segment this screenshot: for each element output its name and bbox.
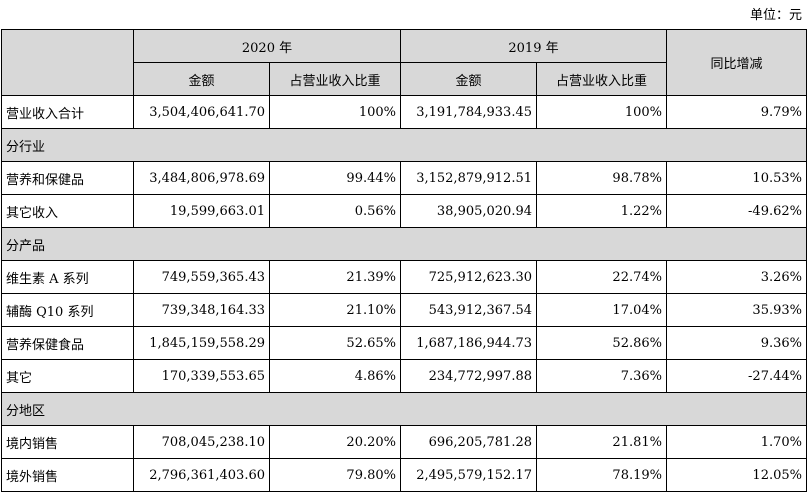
section-label: 分地区 — [1, 392, 807, 426]
amount-2020-cell: 749,559,365.43 — [133, 260, 270, 294]
amount-2019-cell: 3,152,879,912.51 — [400, 161, 537, 195]
amount-2019-cell: 543,912,367.54 — [400, 293, 537, 327]
ratio-2020-cell: 99.44% — [269, 161, 401, 195]
amount-2020-cell: 708,045,238.10 — [133, 425, 270, 459]
amount-2020-cell: 1,845,159,558.29 — [133, 326, 270, 360]
table-row: 其它 170,339,553.65 4.86% 234,772,997.88 7.36%… — [1, 359, 807, 393]
row-label: 营养保健食品 — [1, 326, 134, 360]
row-label: 其它收入 — [1, 194, 134, 228]
ratio-2020-cell: 21.39% — [269, 260, 401, 294]
unit-label: 单位：元 — [749, 8, 802, 23]
amount-2020-cell: 3,484,806,978.69 — [133, 161, 270, 195]
table-row: 营养和保健品 3,484,806,978.69 99.44% 3,152,879,91… — [1, 161, 807, 195]
amount-2020-cell: 739,348,164.33 — [133, 293, 270, 327]
revenue-table-body: 2020 年 2019 年 同比增减 金额 占营业收入比重 金额 占营业收入比重… — [1, 29, 807, 492]
header-year-2019: 2019 年 — [400, 29, 667, 63]
ratio-2020-cell: 100% — [269, 95, 401, 129]
ratio-2020-cell: 21.10% — [269, 293, 401, 327]
row-label: 维生素 A 系列 — [1, 260, 134, 294]
row-label: 境内销售 — [1, 425, 134, 459]
section-row: 分地区 — [1, 392, 807, 426]
ratio-2019-cell: 52.86% — [536, 326, 667, 360]
section-label: 分产品 — [1, 227, 807, 261]
row-label: 营养和保健品 — [1, 161, 134, 195]
amount-2019-cell: 696,205,781.28 — [400, 425, 537, 459]
amount-2019-cell: 38,905,020.94 — [400, 194, 537, 228]
table-row: 营业收入合计 3,504,406,641.70 100% 3,191,784,933.… — [1, 95, 807, 129]
yoy-cell: 1.70% — [666, 425, 807, 459]
ratio-2020-cell: 0.56% — [269, 194, 401, 228]
header-amount-2020: 金额 — [133, 62, 270, 96]
ratio-2019-cell: 17.04% — [536, 293, 667, 327]
amount-2020-cell: 19,599,663.01 — [133, 194, 270, 228]
amount-2019-cell: 725,912,623.30 — [400, 260, 537, 294]
table-row: 境内销售 708,045,238.10 20.20% 696,205,781.28 21… — [1, 425, 807, 459]
amount-2019-cell: 2,495,579,152.17 — [400, 458, 537, 492]
yoy-cell: 10.53% — [666, 161, 807, 195]
ratio-2019-cell: 98.78% — [536, 161, 667, 195]
header-ratio-2020: 占营业收入比重 — [269, 62, 401, 96]
amount-2019-cell: 234,772,997.88 — [400, 359, 537, 393]
amount-2020-cell: 2,796,361,403.60 — [133, 458, 270, 492]
yoy-cell: 9.36% — [666, 326, 807, 360]
header-yoy: 同比增减 — [666, 29, 807, 96]
yoy-cell: 12.05% — [666, 458, 807, 492]
yoy-cell: 9.79% — [666, 95, 807, 129]
yoy-cell: 35.93% — [666, 293, 807, 327]
ratio-2019-cell: 7.36% — [536, 359, 667, 393]
row-label: 其它 — [1, 359, 134, 393]
header-year-2020: 2020 年 — [133, 29, 401, 63]
table-row: 境外销售 2,796,361,403.60 79.80% 2,495,579,152.… — [1, 458, 807, 492]
header-ratio-2019: 占营业收入比重 — [536, 62, 667, 96]
table-row: 营养保健食品 1,845,159,558.29 52.65% 1,687,186,94… — [1, 326, 807, 360]
section-row: 分行业 — [1, 128, 807, 162]
table-row: 维生素 A 系列 749,559,365.43 21.39% 725,912,623.… — [1, 260, 807, 294]
yoy-cell: -27.44% — [666, 359, 807, 393]
ratio-2019-cell: 100% — [536, 95, 667, 129]
ratio-2020-cell: 79.80% — [269, 458, 401, 492]
row-label: 营业收入合计 — [1, 95, 134, 129]
amount-2020-cell: 3,504,406,641.70 — [133, 95, 270, 129]
section-label: 分行业 — [1, 128, 807, 162]
ratio-2019-cell: 22.74% — [536, 260, 667, 294]
ratio-2019-cell: 1.22% — [536, 194, 667, 228]
amount-2019-cell: 3,191,784,933.45 — [400, 95, 537, 129]
yoy-cell: 3.26% — [666, 260, 807, 294]
ratio-2019-cell: 78.19% — [536, 458, 667, 492]
table-row: 辅酶 Q10 系列 739,348,164.33 21.10% 543,912,367… — [1, 293, 807, 327]
amount-2020-cell: 170,339,553.65 — [133, 359, 270, 393]
row-label: 境外销售 — [1, 458, 134, 492]
section-row: 分产品 — [1, 227, 807, 261]
table-row: 其它收入 19,599,663.01 0.56% 38,905,020.94 1.22%… — [1, 194, 807, 228]
ratio-2020-cell: 52.65% — [269, 326, 401, 360]
row-label: 辅酶 Q10 系列 — [1, 293, 134, 327]
header-row-columns: 金额 占营业收入比重 金额 占营业收入比重 — [2, 62, 807, 96]
amount-2019-cell: 1,687,186,944.73 — [400, 326, 537, 360]
header-amount-2019: 金额 — [400, 62, 537, 96]
yoy-cell: -49.62% — [666, 194, 807, 228]
header-row-years: 2020 年 2019 年 同比增减 — [1, 29, 807, 96]
ratio-2020-cell: 20.20% — [269, 425, 401, 459]
ratio-2020-cell: 4.86% — [269, 359, 401, 393]
ratio-2019-cell: 21.81% — [536, 425, 667, 459]
revenue-table: 2020 年 2019 年 同比增减 金额 占营业收入比重 金额 占营业收入比重… — [1, 29, 807, 492]
header-corner-cell — [1, 29, 134, 96]
